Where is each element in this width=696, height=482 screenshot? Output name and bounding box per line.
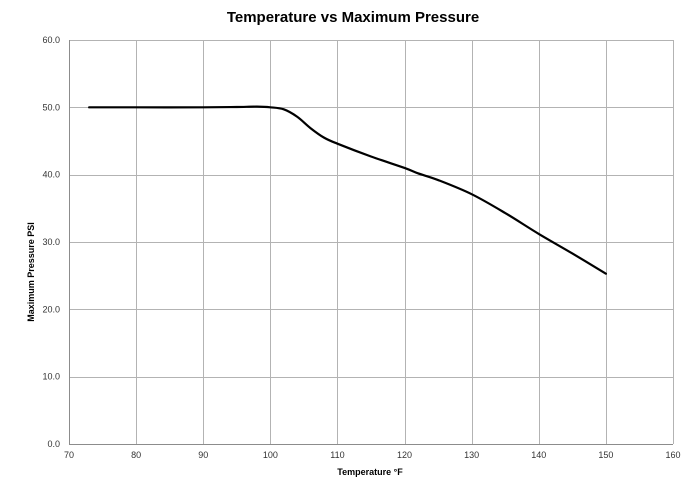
y-axis-title: Maximum Pressure PSI [26,222,36,322]
x-tick-label: 160 [665,450,680,460]
x-tick-label: 140 [531,450,546,460]
y-tick-label: 50.0 [42,102,60,112]
x-tick-label: 100 [263,450,278,460]
x-tick-label: 70 [64,450,74,460]
chart-title: Temperature vs Maximum Pressure [227,9,479,26]
y-tick-label: 40.0 [42,170,60,180]
x-tick-label: 90 [198,450,208,460]
x-tick-label: 80 [131,450,141,460]
y-tick-label: 30.0 [42,237,60,247]
x-tick-label: 120 [397,450,412,460]
y-tick-label: 60.0 [42,35,60,45]
x-tick-label: 110 [330,450,344,460]
grid [69,40,674,445]
x-axis-title: Temperature °F [337,467,403,477]
y-axis-ticks: 0.0 10.0 20.0 30.0 40.0 50.0 60.0 [42,35,60,449]
x-tick-label: 150 [598,450,613,460]
axes [69,40,673,445]
y-tick-label: 0.0 [47,439,60,449]
x-axis-ticks: 70 80 90 100 110 120 130 140 150 160 [64,450,681,460]
x-tick-label: 130 [464,450,479,460]
y-tick-label: 10.0 [42,372,60,382]
y-tick-label: 20.0 [42,304,60,314]
series [88,105,607,275]
series-line-0 [88,105,607,275]
